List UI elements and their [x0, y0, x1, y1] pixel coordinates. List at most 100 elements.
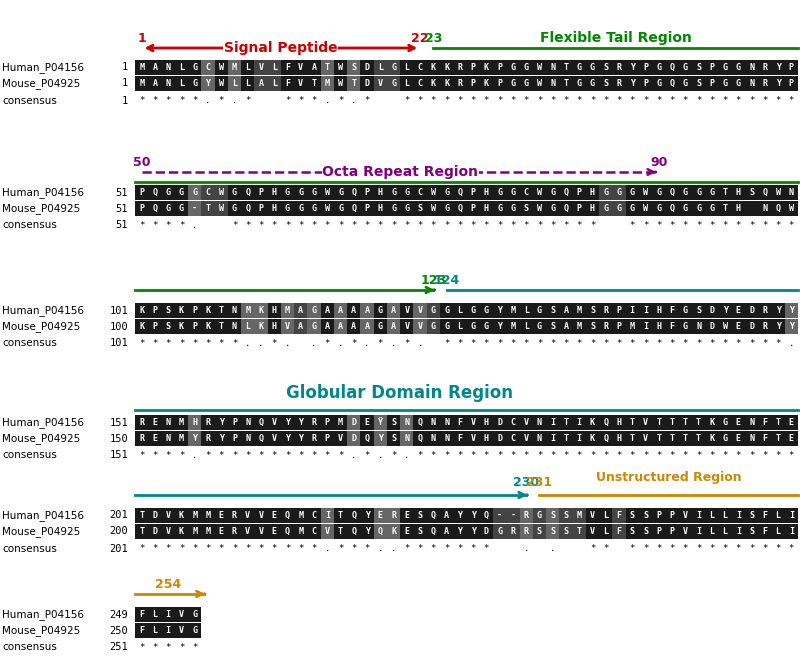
Text: P: P: [656, 511, 662, 520]
Text: K: K: [444, 79, 449, 88]
Text: *: *: [643, 544, 648, 553]
Bar: [506, 319, 519, 334]
Bar: [599, 185, 612, 200]
Bar: [228, 415, 241, 430]
Bar: [666, 60, 678, 75]
Text: V: V: [404, 322, 410, 331]
Text: Mouse_P04925: Mouse_P04925: [2, 625, 80, 636]
Bar: [254, 76, 267, 91]
Text: R: R: [603, 322, 608, 331]
Text: .: .: [404, 451, 410, 460]
Bar: [440, 201, 454, 216]
Bar: [573, 60, 586, 75]
Text: M: M: [179, 434, 184, 443]
Text: M: M: [298, 511, 303, 520]
Bar: [334, 524, 347, 539]
Text: A: A: [365, 306, 370, 315]
Bar: [387, 60, 400, 75]
Bar: [321, 60, 334, 75]
Text: Y: Y: [365, 511, 370, 520]
Bar: [374, 185, 387, 200]
Bar: [639, 76, 652, 91]
Text: N: N: [431, 418, 436, 427]
Text: S: S: [524, 204, 529, 213]
Text: G: G: [444, 306, 449, 315]
Text: G: G: [510, 63, 515, 72]
Text: -: -: [510, 511, 515, 520]
Text: L: L: [458, 306, 462, 315]
Text: T: T: [338, 527, 343, 536]
Text: *: *: [616, 339, 622, 348]
Text: P: P: [497, 79, 502, 88]
Text: Q: Q: [285, 511, 290, 520]
Text: Y: Y: [218, 434, 224, 443]
Text: Human_P04156: Human_P04156: [2, 609, 84, 620]
Bar: [281, 201, 294, 216]
Bar: [267, 508, 281, 523]
Bar: [400, 60, 414, 75]
Bar: [692, 76, 705, 91]
Text: Y: Y: [776, 63, 781, 72]
Bar: [466, 508, 480, 523]
Text: *: *: [630, 96, 635, 105]
Bar: [586, 508, 599, 523]
Text: W: W: [789, 204, 794, 213]
Text: L: L: [776, 511, 781, 520]
Bar: [758, 185, 771, 200]
Text: L: L: [776, 527, 781, 536]
Bar: [506, 415, 519, 430]
Bar: [400, 431, 414, 446]
Bar: [546, 201, 559, 216]
Bar: [454, 60, 466, 75]
Text: K: K: [484, 63, 489, 72]
Text: D: D: [152, 527, 158, 536]
Bar: [718, 524, 732, 539]
Text: P: P: [232, 434, 237, 443]
Bar: [626, 185, 639, 200]
Bar: [228, 76, 241, 91]
Bar: [228, 303, 241, 318]
Text: *: *: [670, 339, 674, 348]
Text: S: S: [590, 306, 595, 315]
Text: W: W: [325, 188, 330, 197]
Text: P: P: [710, 79, 714, 88]
Bar: [241, 319, 254, 334]
Bar: [174, 185, 188, 200]
Text: W: W: [218, 204, 224, 213]
Text: M: M: [139, 63, 144, 72]
Text: H: H: [484, 188, 489, 197]
Text: *: *: [338, 221, 343, 230]
Bar: [692, 524, 705, 539]
Bar: [652, 60, 666, 75]
Bar: [466, 60, 480, 75]
Text: R: R: [311, 418, 317, 427]
Text: 100: 100: [110, 322, 128, 332]
Bar: [718, 185, 732, 200]
Text: D: D: [351, 418, 356, 427]
Bar: [454, 319, 466, 334]
Bar: [785, 431, 798, 446]
Bar: [188, 303, 202, 318]
Text: *: *: [418, 451, 422, 460]
Text: *: *: [139, 339, 144, 348]
Bar: [162, 524, 174, 539]
Text: *: *: [470, 96, 476, 105]
Bar: [639, 303, 652, 318]
Text: G: G: [166, 204, 170, 213]
Bar: [652, 524, 666, 539]
Text: Y: Y: [285, 434, 290, 443]
Bar: [202, 185, 214, 200]
Bar: [241, 524, 254, 539]
Text: I: I: [643, 306, 648, 315]
Text: G: G: [510, 79, 515, 88]
Text: *: *: [590, 96, 595, 105]
Text: Q: Q: [365, 434, 370, 443]
Bar: [281, 319, 294, 334]
Bar: [281, 76, 294, 91]
Bar: [745, 524, 758, 539]
Text: T: T: [218, 322, 224, 331]
Bar: [599, 508, 612, 523]
Bar: [241, 415, 254, 430]
Text: G: G: [710, 188, 714, 197]
Text: K: K: [590, 434, 595, 443]
